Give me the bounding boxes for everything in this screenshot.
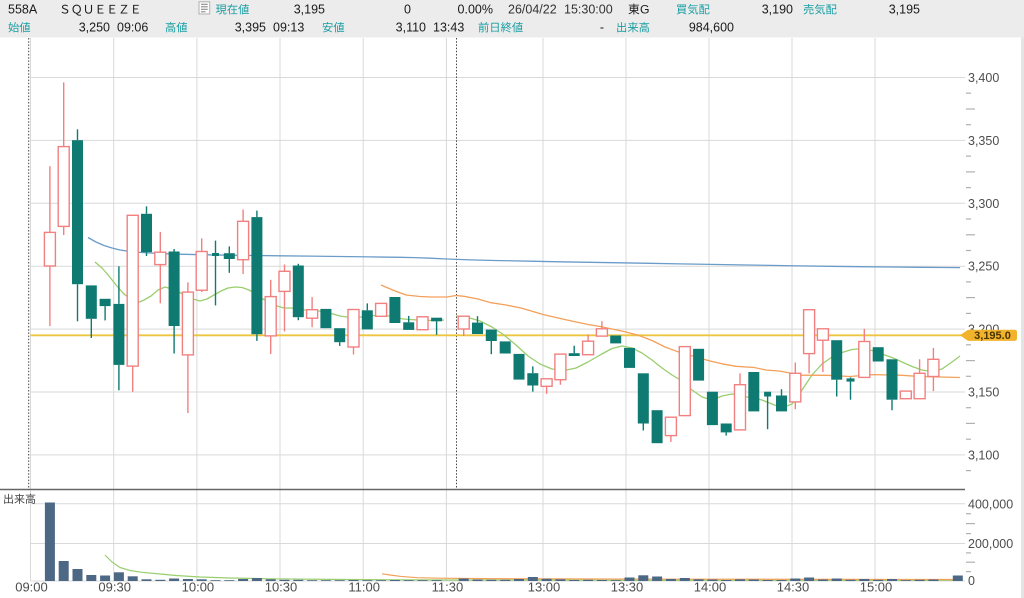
- svg-text:11:00: 11:00: [348, 580, 380, 595]
- svg-text:09:13: 09:13: [273, 21, 304, 35]
- svg-text:0: 0: [404, 3, 411, 17]
- svg-text:3,250: 3,250: [79, 21, 110, 35]
- svg-text:09:00: 09:00: [15, 580, 48, 595]
- svg-text:3,100: 3,100: [968, 448, 999, 462]
- svg-text:3,150: 3,150: [968, 386, 999, 400]
- svg-text:15:30:00: 15:30:00: [564, 3, 613, 17]
- svg-text:26/04/22: 26/04/22: [508, 3, 557, 17]
- svg-text:09:06: 09:06: [117, 21, 148, 35]
- svg-text:11:30: 11:30: [432, 580, 464, 595]
- svg-text:13:43: 13:43: [433, 21, 464, 35]
- svg-text:3,190: 3,190: [762, 3, 793, 17]
- svg-text:3,300: 3,300: [968, 197, 999, 211]
- svg-text:3,400: 3,400: [968, 71, 999, 85]
- svg-text:3,195.0: 3,195.0: [974, 330, 1011, 342]
- svg-text:984,600: 984,600: [689, 21, 734, 35]
- svg-text:3,110: 3,110: [396, 21, 426, 35]
- svg-text:3,250: 3,250: [968, 260, 999, 274]
- svg-text:15:00: 15:00: [860, 580, 893, 595]
- svg-text:13:30: 13:30: [611, 580, 644, 595]
- svg-text:3,350: 3,350: [968, 134, 999, 148]
- svg-text:3,395: 3,395: [235, 21, 266, 35]
- svg-text:G: G: [640, 3, 649, 17]
- svg-text:10:00: 10:00: [182, 580, 215, 595]
- svg-text:-: -: [600, 21, 604, 35]
- svg-text:10:30: 10:30: [265, 580, 298, 595]
- svg-text:200,000: 200,000: [968, 537, 1013, 551]
- svg-text:558A: 558A: [8, 3, 38, 17]
- svg-text:14:00: 14:00: [694, 580, 727, 595]
- svg-text:0: 0: [968, 574, 975, 588]
- svg-text:14:30: 14:30: [777, 580, 810, 595]
- svg-text:13:00: 13:00: [528, 580, 561, 595]
- svg-text:09:30: 09:30: [98, 580, 131, 595]
- svg-text:0.00%: 0.00%: [458, 3, 493, 17]
- svg-text:3,195: 3,195: [889, 3, 920, 17]
- svg-text:400,000: 400,000: [968, 497, 1013, 511]
- svg-text:3,195: 3,195: [294, 3, 325, 17]
